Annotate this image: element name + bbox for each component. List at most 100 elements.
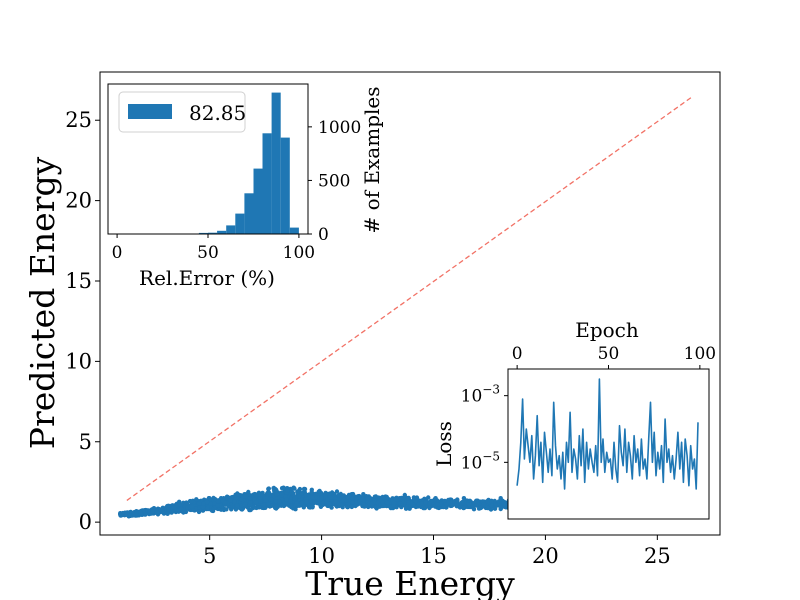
scatter-point bbox=[191, 507, 196, 513]
scatter-point bbox=[485, 505, 491, 511]
scatter-point bbox=[261, 502, 267, 507]
scatter-point bbox=[275, 504, 280, 509]
scatter-point bbox=[247, 496, 253, 501]
scatter-point bbox=[361, 502, 367, 507]
scatter-point bbox=[205, 505, 210, 511]
scatter-point bbox=[258, 499, 263, 504]
y-tick-label: 1000 bbox=[318, 118, 361, 138]
scatter-point bbox=[345, 504, 350, 510]
scatter-point bbox=[334, 489, 340, 494]
scatter-point bbox=[253, 500, 259, 505]
scatter-point bbox=[426, 495, 431, 500]
scatter-point bbox=[256, 505, 262, 510]
scatter-point bbox=[381, 503, 387, 509]
scatter-point bbox=[284, 497, 289, 502]
scatter-point bbox=[154, 510, 160, 515]
scatter-point bbox=[211, 501, 217, 506]
scatter-point bbox=[165, 503, 170, 509]
scatter-point bbox=[285, 488, 290, 493]
scatter-point bbox=[277, 499, 282, 504]
loss-x-axis-label: Epoch bbox=[575, 318, 639, 342]
scatter-point bbox=[369, 501, 375, 507]
scatter-point bbox=[292, 486, 297, 491]
main-x-axis: 5 10 15 20 25 bbox=[203, 535, 671, 568]
histogram-bar bbox=[280, 137, 290, 234]
scatter-point bbox=[373, 494, 379, 499]
scatter-point bbox=[138, 509, 143, 515]
scatter-point bbox=[274, 492, 279, 497]
scatter-point bbox=[498, 496, 503, 501]
scatter-point bbox=[296, 493, 302, 499]
scatter-point bbox=[150, 509, 155, 514]
scatter-point bbox=[232, 499, 237, 505]
x-tick-label: 0 bbox=[112, 243, 123, 263]
scatter-point bbox=[239, 507, 244, 512]
scatter-point bbox=[194, 497, 199, 502]
scatter-point bbox=[289, 504, 294, 510]
scatter-point bbox=[466, 502, 472, 507]
histogram-bar bbox=[262, 133, 272, 234]
scatter-point bbox=[333, 499, 338, 504]
scatter-point bbox=[204, 499, 210, 505]
scatter-point bbox=[297, 486, 303, 492]
scatter-point bbox=[441, 504, 446, 510]
loss-y-axis: 10−3 10−5 bbox=[461, 383, 508, 473]
main-plot-frame bbox=[99, 71, 721, 536]
scatter-point bbox=[476, 506, 482, 511]
scatter-point bbox=[128, 513, 133, 518]
scatter-point bbox=[201, 508, 206, 513]
scatter-point bbox=[327, 501, 332, 507]
scatter-point bbox=[341, 497, 346, 503]
scatter-point bbox=[360, 496, 365, 502]
scatter-point bbox=[279, 490, 284, 496]
scatter-point bbox=[189, 499, 194, 504]
scatter-point bbox=[398, 501, 403, 506]
scatter-point bbox=[206, 496, 212, 501]
scatter-point bbox=[361, 492, 366, 497]
scatter-point bbox=[309, 489, 314, 495]
x-tick-label: 50 bbox=[197, 243, 219, 263]
y-tick-label: 0 bbox=[79, 510, 92, 534]
legend-label: 82.85 bbox=[189, 101, 246, 125]
y-tick-label: 0 bbox=[318, 225, 329, 245]
histogram-bar bbox=[217, 230, 227, 234]
scatter-point bbox=[306, 505, 312, 510]
scatter-point bbox=[239, 497, 244, 502]
scatter-point bbox=[233, 507, 239, 512]
histogram-bar bbox=[226, 225, 236, 234]
histogram-bar bbox=[198, 232, 208, 234]
x-tick-label: 20 bbox=[532, 544, 559, 568]
histogram-y-axis-label: # of Examples bbox=[360, 87, 384, 234]
scatter-point bbox=[265, 502, 271, 507]
scatter-point bbox=[401, 495, 407, 500]
histogram-legend: 82.85 bbox=[118, 91, 246, 133]
y-tick-label: 20 bbox=[65, 189, 92, 213]
scatter-point bbox=[118, 512, 124, 517]
reference-diagonal-line bbox=[126, 95, 694, 501]
histogram-bar bbox=[289, 227, 299, 234]
scatter-point bbox=[273, 499, 279, 504]
scatter-point bbox=[317, 488, 322, 494]
scatter-point bbox=[312, 500, 317, 505]
scatter-point bbox=[459, 500, 464, 506]
scatter-point bbox=[143, 512, 148, 517]
x-tick-label: 0 bbox=[512, 344, 523, 364]
scatter-point bbox=[336, 492, 342, 498]
scatter-point bbox=[294, 501, 299, 507]
histogram-x-axis: 0 50 100 bbox=[112, 234, 315, 263]
x-tick-label: 25 bbox=[644, 544, 671, 568]
scatter-point bbox=[350, 496, 355, 501]
scatter-point bbox=[318, 504, 324, 509]
scatter-point bbox=[248, 499, 253, 505]
scatter-point bbox=[200, 504, 206, 510]
scatter-point bbox=[319, 495, 324, 501]
scatter-point bbox=[289, 490, 294, 495]
scatter-point bbox=[323, 493, 328, 499]
scatter-point bbox=[427, 505, 432, 511]
scatter-point bbox=[446, 500, 451, 505]
x-tick-label: 100 bbox=[283, 243, 315, 263]
scatter-point bbox=[215, 499, 221, 504]
scatter-point bbox=[391, 500, 397, 505]
scatter-point bbox=[301, 505, 306, 510]
y-tick-label: 5 bbox=[79, 430, 92, 454]
